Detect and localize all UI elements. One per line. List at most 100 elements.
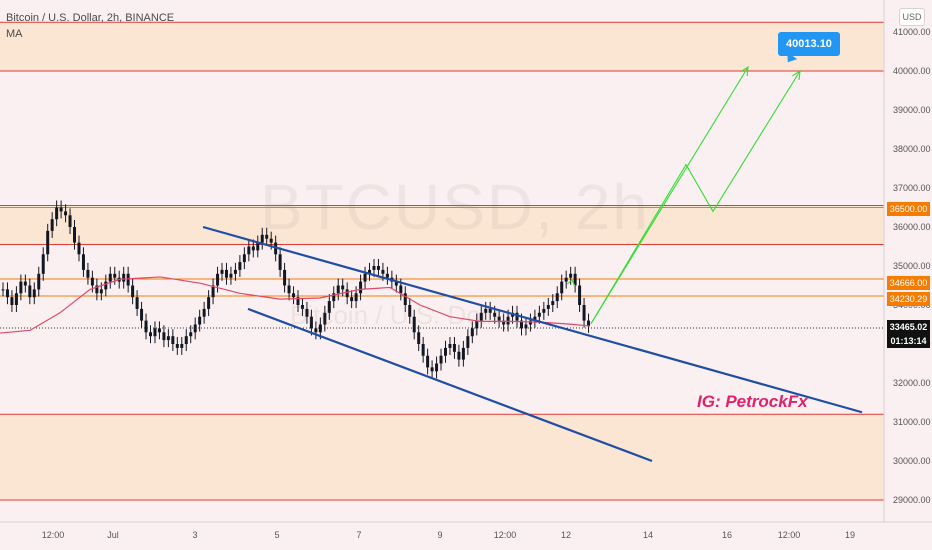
candle-body bbox=[216, 273, 220, 286]
candle-body bbox=[251, 246, 255, 251]
candle-body bbox=[292, 293, 296, 298]
candle-countdown-label: 01:13:14 bbox=[887, 334, 930, 348]
candle-body bbox=[551, 301, 555, 305]
x-tick-label: 7 bbox=[356, 530, 361, 540]
candle-body bbox=[452, 344, 456, 352]
x-tick-label: 3 bbox=[192, 530, 197, 540]
candle-body bbox=[220, 269, 224, 274]
candle-body bbox=[95, 285, 99, 294]
candle-body bbox=[108, 273, 112, 282]
candle-body bbox=[412, 316, 416, 333]
channel-lower-line bbox=[247, 307, 653, 463]
candle-body bbox=[233, 269, 237, 274]
candle-body bbox=[524, 324, 528, 329]
indicator-label[interactable]: MA bbox=[6, 28, 23, 40]
candle-body bbox=[122, 273, 126, 282]
candle-body bbox=[528, 320, 532, 325]
candle-body bbox=[175, 344, 179, 348]
candle-body bbox=[256, 242, 260, 251]
candle-body bbox=[546, 305, 550, 309]
target-price-callout[interactable]: 40013.10 bbox=[778, 32, 840, 56]
candle-body bbox=[430, 367, 434, 372]
candle-body bbox=[448, 344, 452, 348]
author-signature: IG: PetrockFx bbox=[697, 392, 808, 411]
candle-body bbox=[560, 281, 564, 294]
currency-button[interactable]: USD bbox=[899, 8, 925, 26]
candle-body bbox=[10, 297, 14, 305]
price-label-34666: 34666.00 bbox=[887, 276, 930, 290]
candle-body bbox=[399, 285, 403, 294]
candlesticks bbox=[1, 200, 591, 379]
candle-body bbox=[229, 273, 233, 278]
candle-body bbox=[376, 266, 380, 270]
candle-body bbox=[68, 215, 72, 227]
candle-body bbox=[336, 285, 340, 294]
candle-body bbox=[569, 273, 573, 278]
candle-body bbox=[157, 328, 161, 333]
candle-body bbox=[86, 269, 90, 278]
candle-body bbox=[19, 281, 23, 294]
candle-body bbox=[466, 336, 470, 348]
candle-body bbox=[537, 312, 541, 317]
candle-body bbox=[493, 312, 497, 317]
symbol-title[interactable]: Bitcoin / U.S. Dollar, 2h, BINANCE bbox=[6, 12, 175, 24]
candle-body bbox=[278, 254, 282, 270]
candle-body bbox=[283, 269, 287, 286]
candle-body bbox=[207, 297, 211, 309]
current-price-label: 33465.02 bbox=[887, 320, 930, 334]
candle-body bbox=[341, 285, 345, 290]
candle-body bbox=[564, 277, 568, 282]
y-tick-label: 38000.00 bbox=[893, 144, 931, 154]
candle-body bbox=[426, 355, 430, 368]
candle-body bbox=[1, 289, 5, 291]
candle-body bbox=[421, 344, 425, 356]
candle-body bbox=[578, 285, 582, 305]
candle-body bbox=[318, 324, 322, 333]
candle-body bbox=[153, 328, 157, 337]
candle-body bbox=[135, 297, 139, 309]
candle-body bbox=[5, 289, 9, 298]
x-tick-label: 9 bbox=[437, 530, 442, 540]
candle-body bbox=[211, 285, 215, 298]
candle-body bbox=[46, 230, 50, 255]
candle-body bbox=[368, 269, 372, 274]
candle-body bbox=[81, 254, 85, 270]
arrowhead bbox=[792, 69, 801, 81]
candle-body bbox=[41, 254, 45, 274]
zone-rect bbox=[0, 205, 884, 245]
projection-arrowheads bbox=[566, 66, 801, 287]
candle-body bbox=[461, 347, 465, 360]
x-tick-label: 12 bbox=[561, 530, 571, 540]
candle-body bbox=[327, 301, 331, 313]
candle-body bbox=[519, 320, 523, 329]
candle-body bbox=[457, 351, 461, 360]
candle-body bbox=[408, 305, 412, 317]
horizontal-levels bbox=[0, 207, 884, 297]
candle-body bbox=[166, 336, 170, 341]
candle-body bbox=[131, 285, 135, 298]
y-tick-label: 41000.00 bbox=[893, 27, 931, 37]
projection-path bbox=[590, 70, 801, 325]
candle-body bbox=[502, 320, 506, 325]
candle-body bbox=[265, 234, 269, 239]
candle-body bbox=[113, 273, 117, 278]
x-tick-label: 12:00 bbox=[778, 530, 801, 540]
candle-body bbox=[488, 308, 492, 313]
y-tick-label: 40000.00 bbox=[893, 66, 931, 76]
candle-body bbox=[193, 324, 197, 333]
candle-body bbox=[305, 308, 309, 317]
x-tick-label: 5 bbox=[274, 530, 279, 540]
candle-body bbox=[309, 316, 313, 329]
candle-body bbox=[381, 269, 385, 274]
candle-body bbox=[126, 273, 130, 286]
candle-body bbox=[287, 285, 291, 294]
candle-body bbox=[587, 320, 591, 326]
candle-body bbox=[542, 308, 546, 313]
candle-body bbox=[363, 273, 367, 282]
y-tick-label: 35000.00 bbox=[893, 261, 931, 271]
candle-body bbox=[180, 344, 184, 348]
candle-body bbox=[479, 312, 483, 321]
candle-body bbox=[314, 328, 318, 333]
candle-body bbox=[394, 281, 398, 286]
